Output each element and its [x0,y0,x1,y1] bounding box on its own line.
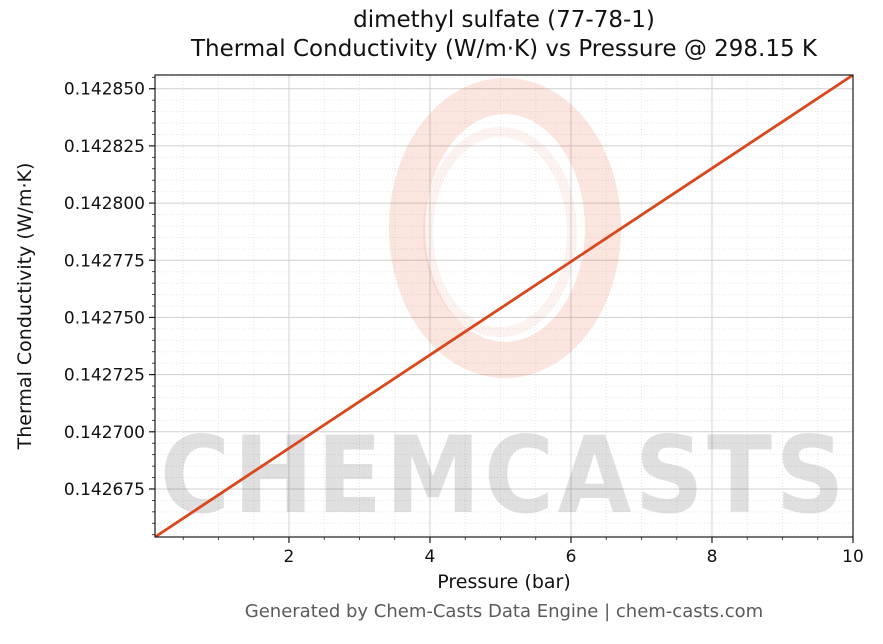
y-tick-label: 0.142825 [64,137,145,157]
x-axis-label: Pressure (bar) [437,571,571,593]
x-tick-label: 10 [842,547,864,567]
watermark: CHEMCASTS [160,78,848,537]
y-tick-label: 0.142750 [64,308,145,328]
y-tick-label: 0.142700 [64,423,145,443]
chart-title: dimethyl sulfate (77-78-1) Thermal Condu… [155,6,853,64]
x-tick-label: 2 [284,547,295,567]
axis-ticks [149,76,854,543]
x-tick-label: 4 [425,547,436,567]
chart-title-line2: Thermal Conductivity (W/m·K) vs Pressure… [190,36,818,62]
tick-labels: 2 4 6 8 10 0.142675 0.142700 0.142725 0.142750 0.… [64,80,864,567]
watermark-text: CHEMCASTS [160,414,848,537]
y-tick-label: 0.142725 [64,366,145,386]
chart-title-line1: dimethyl sulfate (77-78-1) [353,7,655,33]
y-tick-label: 0.142775 [64,251,145,271]
footer-caption: Generated by Chem-Casts Data Engine | ch… [244,601,764,622]
data-series [155,75,853,537]
x-tick-label: 8 [707,547,718,567]
y-tick-label: 0.142850 [64,80,145,100]
x-tick-label: 6 [566,547,577,567]
y-tick-label: 0.142800 [64,194,145,214]
y-tick-label: 0.142675 [64,480,145,500]
watermark-logo-icon [389,78,621,378]
data-line [155,75,853,537]
watermark-logo-inner-icon [423,127,577,337]
